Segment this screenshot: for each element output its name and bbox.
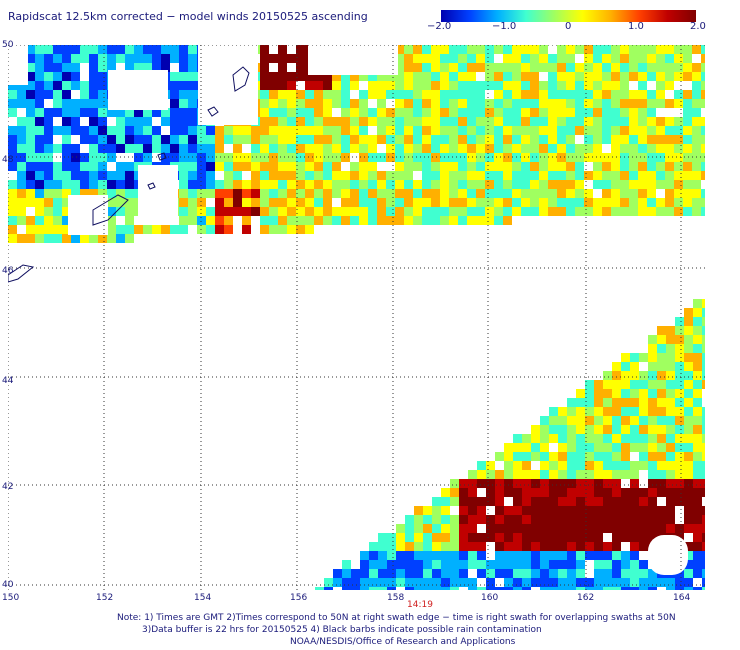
colorbar [441, 10, 696, 22]
lon-label-158: 158 [387, 593, 405, 603]
lon-label-164: 164 [673, 593, 691, 603]
lon-label-154: 154 [194, 593, 212, 603]
lat-label-42: 42 [2, 482, 14, 492]
swath-time-label: 14:19 [407, 600, 433, 610]
graticule [8, 45, 705, 590]
map-canvas [8, 45, 705, 590]
swath-cells [8, 45, 705, 590]
lon-label-156: 156 [290, 593, 308, 603]
lat-label-46: 46 [2, 266, 14, 276]
colorbar-label-pos1: 1.0 [628, 21, 644, 32]
lon-label-150: 150 [2, 593, 20, 603]
lon-label-162: 162 [577, 593, 595, 603]
lon-label-152: 152 [96, 593, 114, 603]
note-line-3: NOAA/NESDIS/Office of Research and Appli… [290, 637, 516, 647]
lon-label-160: 160 [481, 593, 499, 603]
lat-label-50: 50 [2, 40, 14, 50]
lat-label-40: 40 [2, 580, 14, 590]
note-line-2: 3)Data buffer is 22 hrs for 20150525 4) … [142, 625, 542, 635]
map-title: Rapidscat 12.5km corrected − model winds… [8, 10, 368, 23]
colorbar-label-neg1: −1.0 [492, 21, 517, 32]
colorbar-label-max: 2.0 [690, 21, 706, 32]
coastline-outline [8, 66, 250, 283]
wind-difference-map [8, 45, 705, 590]
note-line-1: Note: 1) Times are GMT 2)Times correspon… [117, 613, 676, 623]
lat-label-48: 48 [2, 155, 14, 165]
colorbar-label-min: −2.0 [427, 21, 452, 32]
missing-data-gaps [8, 45, 688, 575]
colorbar-label-zero: 0 [565, 21, 572, 32]
lat-label-44: 44 [2, 376, 14, 386]
